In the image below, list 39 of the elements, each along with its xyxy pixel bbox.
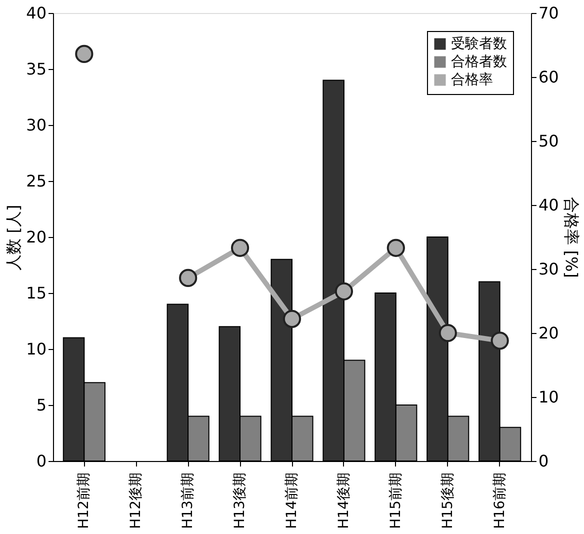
point	[490, 332, 509, 350]
y-tick-label: 10	[26, 340, 46, 358]
point	[438, 324, 457, 342]
y-tick-label: 5	[36, 396, 46, 414]
x-tick-label: H16前期	[492, 472, 508, 529]
x-tick-label: H12前期	[76, 472, 92, 529]
x-tick-label: H14前期	[284, 472, 300, 529]
y2-tick-label: 10	[538, 388, 559, 406]
y-tick-label: 30	[26, 116, 46, 134]
y2-tick-label: 70	[538, 4, 559, 22]
y2-tick-label: 50	[538, 132, 559, 150]
point	[334, 282, 354, 300]
legend-label: 合格者数	[451, 54, 507, 70]
point	[386, 238, 405, 257]
y-tick-label: 20	[26, 228, 46, 246]
y2-tick-label: 40	[538, 196, 559, 214]
point	[75, 44, 94, 64]
y2-axis-title: 合格率 [%]	[562, 197, 581, 278]
y-tick-label: 15	[26, 284, 46, 302]
point	[230, 238, 250, 257]
x-tick-label: H14後期	[336, 472, 352, 529]
y-tick-label: 35	[26, 60, 46, 78]
y-tick-label: 0	[36, 452, 46, 470]
y-axis-title: 人数 [人]	[4, 204, 24, 270]
y2-tick-label: 60	[538, 68, 559, 86]
y-tick-label: 40	[26, 4, 46, 22]
point	[179, 268, 198, 288]
y2-tick-label: 20	[538, 324, 559, 342]
x-tick-label: H13前期	[180, 472, 196, 529]
x-tick-label: H12後期	[128, 472, 144, 529]
x-tick-label: H13後期	[232, 472, 248, 529]
x-tick-label: H15後期	[440, 472, 456, 529]
y-tick-label: 25	[26, 172, 46, 190]
x-tick-label: H15前期	[388, 472, 404, 529]
y2-tick-label: 0	[538, 452, 549, 470]
y2-tick-label: 30	[538, 260, 559, 278]
point	[282, 310, 302, 328]
legend-label: 合格率	[451, 72, 493, 88]
legend-label: 受験者数	[451, 36, 507, 52]
